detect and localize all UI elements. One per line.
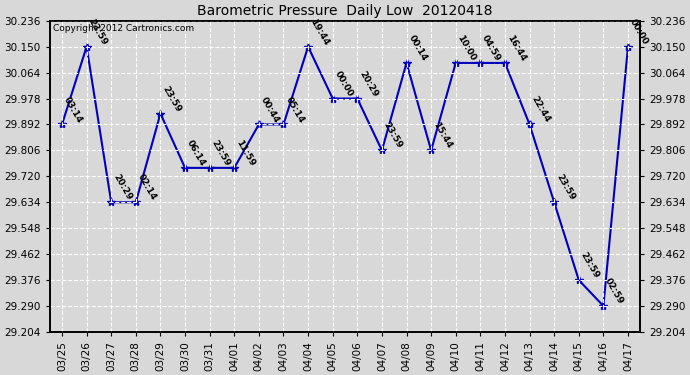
Text: 06:14: 06:14 (185, 139, 207, 168)
Text: 00:14: 00:14 (406, 34, 428, 63)
Text: 20:29: 20:29 (357, 69, 380, 99)
Text: 02:59: 02:59 (603, 277, 626, 306)
Text: 03:14: 03:14 (62, 95, 84, 124)
Text: 23:59: 23:59 (161, 84, 183, 114)
Text: 02:14: 02:14 (136, 173, 158, 202)
Text: 23:59: 23:59 (579, 251, 601, 280)
Text: 05:14: 05:14 (284, 95, 306, 124)
Text: 23:59: 23:59 (87, 17, 109, 46)
Text: Copyright 2012 Cartronics.com: Copyright 2012 Cartronics.com (52, 24, 194, 33)
Text: 16:44: 16:44 (505, 33, 527, 63)
Text: 22:44: 22:44 (529, 95, 552, 124)
Text: 00:00: 00:00 (333, 70, 355, 99)
Text: 00:00: 00:00 (628, 18, 650, 46)
Text: 11:59: 11:59 (235, 138, 257, 168)
Text: 19:44: 19:44 (308, 17, 331, 46)
Text: 23:59: 23:59 (554, 173, 576, 202)
Text: 15:44: 15:44 (431, 121, 453, 150)
Text: 04:59: 04:59 (480, 33, 502, 63)
Text: 10:00: 10:00 (455, 34, 477, 63)
Text: 23:59: 23:59 (382, 121, 404, 150)
Text: 23:59: 23:59 (210, 138, 232, 168)
Text: 00:44: 00:44 (259, 95, 281, 124)
Text: 20:29: 20:29 (111, 173, 133, 202)
Title: Barometric Pressure  Daily Low  20120418: Barometric Pressure Daily Low 20120418 (197, 4, 493, 18)
